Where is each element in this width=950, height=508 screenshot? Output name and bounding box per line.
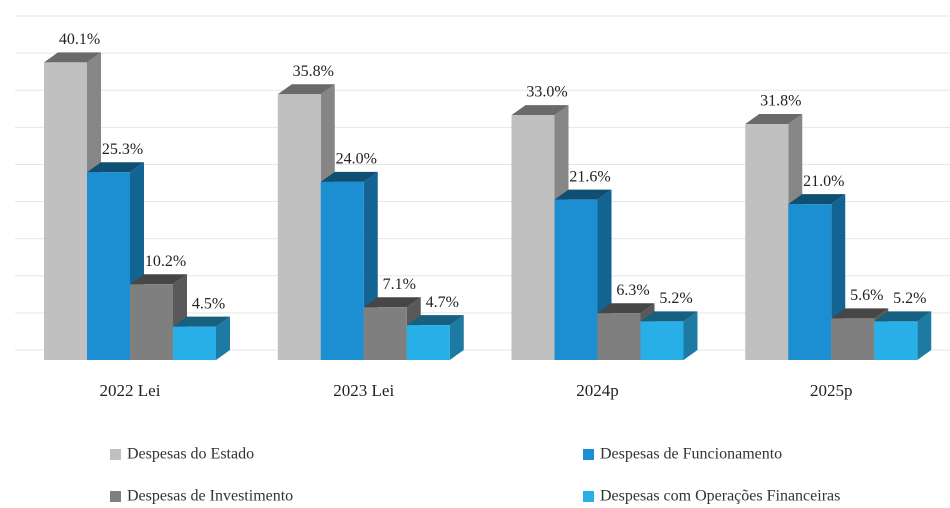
bar-face	[788, 194, 846, 205]
bar-face	[745, 113, 803, 124]
legend-label: Despesas de Investimento	[127, 488, 293, 505]
bar-face	[44, 52, 101, 63]
bar-face	[277, 84, 335, 95]
data-label: 24.0%	[336, 151, 377, 168]
bar	[640, 311, 698, 360]
bar-face	[363, 307, 407, 360]
bar-face	[130, 284, 173, 360]
bar-face	[130, 274, 187, 285]
data-label: 7.1%	[383, 276, 416, 293]
bar-face	[363, 297, 421, 308]
bar-face	[597, 303, 655, 314]
bar-face	[745, 123, 789, 361]
x-tick-label: 2022 Lei	[100, 381, 161, 400]
bar-face	[788, 204, 832, 360]
bar-face	[874, 311, 932, 322]
legend-label: Despesas com Operações Financeiras	[600, 488, 840, 505]
bar-face	[406, 325, 450, 360]
bar-face	[173, 316, 230, 327]
bar	[173, 316, 230, 360]
data-label: 5.6%	[850, 287, 883, 304]
bar-face	[320, 171, 378, 182]
bar-face	[831, 308, 889, 319]
data-label: 4.5%	[192, 295, 225, 312]
bar	[874, 311, 932, 360]
bar-face	[406, 315, 464, 326]
data-label: 5.2%	[893, 290, 926, 307]
bar-face	[554, 199, 598, 360]
bar-face	[683, 311, 698, 360]
bar-face	[917, 311, 932, 360]
bar-face	[449, 315, 464, 360]
bar-face	[87, 172, 130, 360]
x-tick-label: 2025p	[810, 381, 853, 400]
legend-swatch	[583, 491, 594, 502]
data-label: 10.2%	[145, 253, 186, 270]
bar-face	[44, 62, 87, 360]
data-label: 40.1%	[59, 31, 100, 48]
bar-face	[511, 105, 569, 116]
bar-face	[597, 313, 641, 360]
x-tick-label: 2024p	[576, 381, 619, 400]
bar-face	[874, 321, 918, 360]
bar-face	[554, 189, 612, 200]
data-label: 6.3%	[616, 282, 649, 299]
legend-label: Despesas do Estado	[127, 446, 254, 463]
bar-face	[640, 321, 684, 360]
legend-swatch	[110, 491, 121, 502]
bar-face	[831, 318, 875, 360]
bar	[406, 315, 464, 360]
bar	[130, 274, 187, 360]
bar-face	[216, 316, 230, 360]
bar-face	[511, 115, 555, 360]
x-tick-label: 2023 Lei	[333, 381, 394, 400]
data-label: 21.0%	[803, 173, 844, 190]
legend-swatch	[110, 449, 121, 460]
bar	[554, 189, 612, 360]
data-label: 35.8%	[293, 63, 334, 80]
data-label: 21.6%	[569, 168, 610, 185]
bar	[320, 171, 378, 360]
data-label: 31.8%	[760, 93, 801, 110]
legend-swatch	[583, 449, 594, 460]
bar-face	[320, 181, 364, 360]
data-label: 4.7%	[426, 294, 459, 311]
bar-face	[173, 326, 216, 360]
legend-label: Despesas de Funcionamento	[600, 446, 782, 463]
data-label: 5.2%	[659, 290, 692, 307]
bar-face	[87, 162, 144, 173]
data-label: 25.3%	[102, 141, 143, 158]
bar-face	[640, 311, 698, 322]
data-label: 33.0%	[526, 84, 567, 101]
bar-face	[277, 94, 321, 360]
